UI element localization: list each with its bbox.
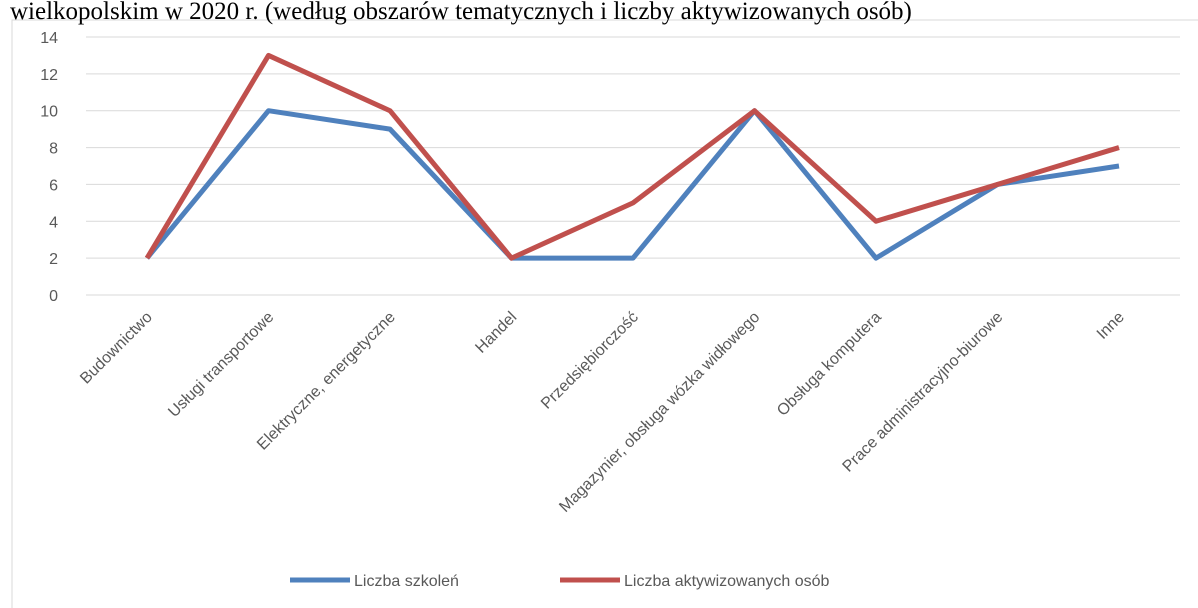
legend-label: Liczba aktywizowanych osób [624,573,830,590]
y-tick-label: 8 [49,141,58,158]
y-tick-label: 0 [49,288,58,305]
line-series [144,52,1120,261]
y-tick-label: 6 [49,177,58,194]
legend-label: Liczba szkoleń [354,573,459,590]
line-series [145,108,1120,261]
y-tick-label: 14 [40,30,58,47]
y-tick-label: 10 [40,104,58,121]
y-tick-label: 4 [49,214,58,231]
chart-title: wielkopolskim w 2020 r. (według obszarów… [10,0,912,25]
y-tick-label: 12 [40,67,58,84]
y-tick-label: 2 [49,251,58,268]
chart-border [11,19,1198,608]
